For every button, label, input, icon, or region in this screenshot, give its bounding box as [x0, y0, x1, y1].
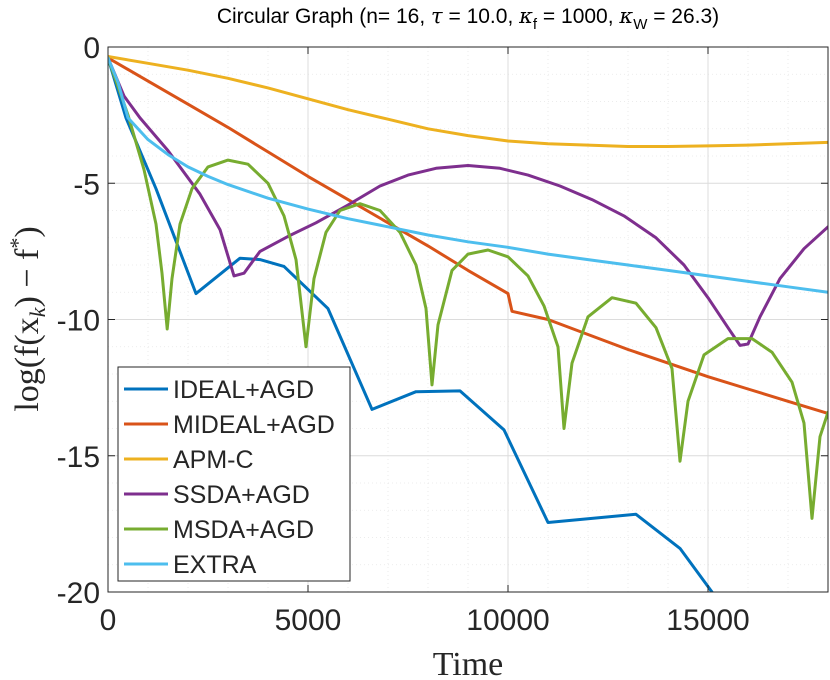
y-axis-label-mid: ) − f	[9, 248, 46, 307]
y-tick-label: -5	[73, 168, 100, 201]
chart-title: Circular Graph (n= 16, τ = 10.0, κf = 10…	[217, 4, 719, 33]
y-tick-label: -10	[57, 305, 100, 338]
legend-label-ssda-agd: SSDA+AGD	[173, 481, 310, 509]
x-tick-label: 10000	[466, 604, 549, 637]
x-axis-label: Time	[433, 646, 504, 680]
legend-label-msda-agd: MSDA+AGD	[173, 516, 314, 544]
chart-title-tau-value: = 10.0,	[443, 5, 519, 28]
chart-title-kappa-f-value: = 1000,	[537, 5, 619, 28]
legend: IDEAL+AGD MIDEAL+AGD APM-C SSDA+AGD MSDA+AGD…	[117, 366, 351, 582]
series-line-extra	[108, 56, 828, 294]
ticks: 0 5000 10000 15000 0 -5 -10 -15 -20	[57, 32, 828, 637]
chart-title-kappa-w: κ	[618, 4, 633, 28]
chart-title-kappa-w-sub: W	[633, 16, 648, 33]
series-line-msda-agd	[108, 56, 828, 520]
x-tick-label: 15000	[666, 604, 749, 637]
chart-title-tau: τ	[431, 4, 443, 28]
legend-label-apm-c: APM-C	[173, 446, 254, 474]
y-tick-label: -20	[57, 577, 100, 610]
y-axis-label-main: log(f(x	[9, 317, 46, 411]
chart-title-kappa-f: κ	[518, 4, 533, 28]
legend-label-extra: EXTRA	[173, 551, 257, 579]
series-line-mideal-agd	[108, 56, 828, 415]
y-axis-label: log(f(xk) − f*)	[5, 226, 50, 411]
chart-title-kappa-w-value: = 26.3)	[647, 5, 719, 28]
legend-box	[117, 366, 351, 582]
y-tick-label: 0	[83, 32, 100, 65]
series-line-ideal-agd	[108, 56, 714, 592]
y-axis-label-sup: *	[5, 238, 30, 249]
x-tick-label: 0	[100, 604, 117, 637]
x-tick-label: 5000	[275, 604, 342, 637]
y-axis-label-end: )	[9, 226, 46, 237]
legend-label-ideal-agd: IDEAL+AGD	[173, 376, 314, 404]
series-group	[108, 55, 828, 592]
chart-title-kappa-f-sub: f	[533, 16, 538, 33]
chart-title-prefix: Circular Graph (n= 16,	[217, 5, 431, 28]
legend-label-mideal-agd: MIDEAL+AGD	[173, 411, 335, 439]
y-tick-label: -15	[57, 441, 100, 474]
series-line-apm-c	[108, 55, 828, 148]
series-line-ssda-agd	[108, 56, 828, 347]
y-axis-label-sub: k	[25, 306, 50, 317]
